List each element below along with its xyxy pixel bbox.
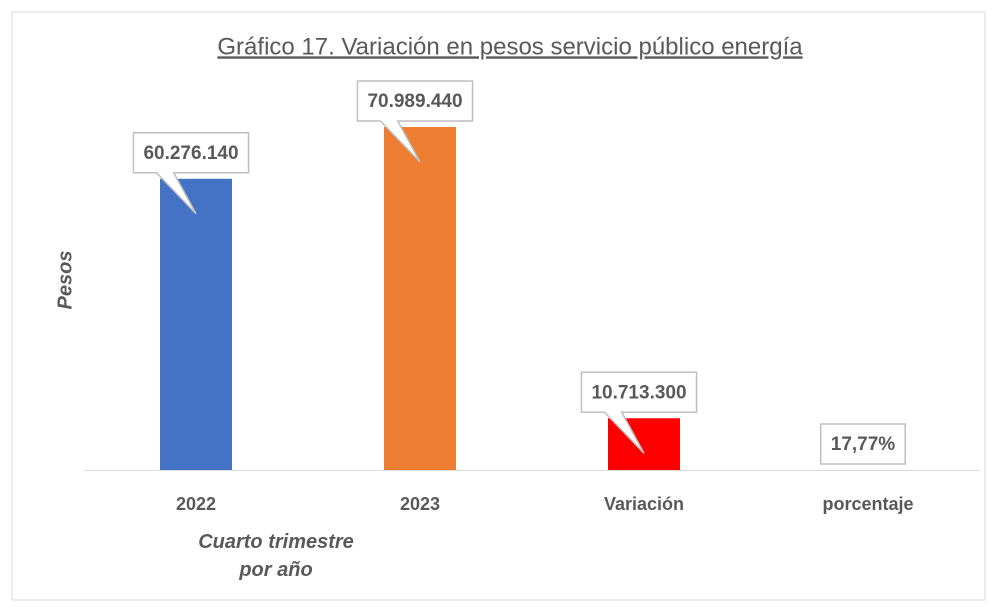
- y-axis-label: Pesos: [54, 251, 76, 310]
- data-label-callout: [132, 132, 250, 215]
- x-tick-label: 2022: [176, 494, 216, 514]
- bar: [384, 127, 456, 471]
- data-label-callout: [356, 80, 474, 163]
- x-axis-label: Cuarto trimestre por año: [198, 531, 354, 581]
- data-label: 17,77%: [831, 434, 896, 455]
- bar: [160, 178, 232, 470]
- data-label: 70.989.440: [367, 91, 462, 112]
- x-tick-label: porcentaje: [822, 494, 913, 514]
- data-label-callout: [580, 371, 698, 454]
- x-tick-label: Variación: [604, 494, 684, 514]
- chart-title: Gráfico 17. Variación en pesos servicio …: [217, 33, 803, 60]
- x-tick-label: 2023: [400, 494, 440, 514]
- data-label-callout: [819, 423, 907, 465]
- data-label: 10.713.300: [591, 382, 686, 403]
- data-label: 60.276.140: [143, 143, 238, 164]
